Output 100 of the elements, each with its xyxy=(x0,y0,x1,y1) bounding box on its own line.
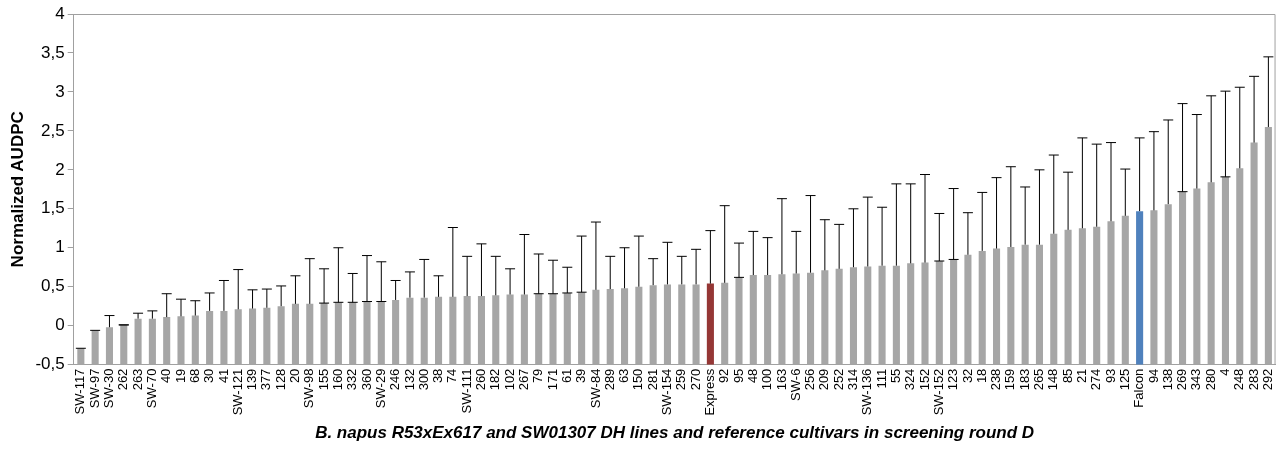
bar xyxy=(477,296,486,365)
bar xyxy=(1093,226,1101,365)
x-tick-label: 269 xyxy=(1174,368,1190,391)
x-tick-label: SW-29 xyxy=(372,368,388,409)
y-tick-label: 1 xyxy=(55,237,65,257)
y-tick-label: 3 xyxy=(55,81,65,101)
x-tick-label: SW-111 xyxy=(458,368,474,414)
x-tick-label: 300 xyxy=(415,368,431,391)
x-tick-label: 92 xyxy=(716,368,732,384)
x-tick-label: 171 xyxy=(544,368,560,391)
bar xyxy=(492,295,500,365)
bar xyxy=(1164,204,1172,365)
x-tick-label: SW-152 xyxy=(930,368,946,416)
y-tick-label: 1,5 xyxy=(41,198,65,218)
x-tick-label: 63 xyxy=(616,368,632,384)
bar xyxy=(77,348,85,365)
bar xyxy=(907,263,915,365)
bar xyxy=(1136,211,1144,365)
x-tick-label: 61 xyxy=(558,368,574,384)
bar xyxy=(306,303,314,365)
bar xyxy=(749,275,757,365)
x-tick-label: 343 xyxy=(1188,368,1204,391)
bar xyxy=(649,285,657,365)
x-tick-label: 30 xyxy=(201,368,217,384)
x-tick-label: 267 xyxy=(515,368,531,391)
x-tick-label: 150 xyxy=(630,368,646,391)
x-tick-label: 314 xyxy=(845,368,861,391)
bar xyxy=(1193,188,1201,365)
x-tick-label: 152 xyxy=(916,368,932,391)
bar xyxy=(206,310,214,365)
bar xyxy=(950,259,958,365)
bar xyxy=(764,275,772,365)
bar xyxy=(1021,244,1029,365)
bar xyxy=(1250,142,1258,365)
bar xyxy=(363,301,371,365)
x-tick-label: 163 xyxy=(773,368,789,391)
x-tick-label: 281 xyxy=(644,368,660,391)
x-tick-label: 259 xyxy=(673,368,689,391)
bar xyxy=(621,288,629,365)
bar xyxy=(1150,210,1158,365)
bar xyxy=(277,306,285,365)
bar xyxy=(778,274,786,365)
y-tick-label: 4 xyxy=(55,3,65,23)
bar xyxy=(392,299,400,365)
bar xyxy=(921,262,929,365)
bar xyxy=(892,265,900,365)
bar xyxy=(1107,221,1115,365)
bar xyxy=(191,315,199,365)
bar xyxy=(864,266,872,365)
x-tick-label: SW-84 xyxy=(587,368,603,409)
bar xyxy=(993,248,1001,365)
x-tick-label: 95 xyxy=(730,368,746,384)
bar xyxy=(249,308,257,365)
x-tick-label: 79 xyxy=(530,368,546,384)
bar xyxy=(134,318,142,365)
bar xyxy=(535,293,543,365)
x-tick-label: 292 xyxy=(1259,368,1275,391)
x-tick-label: 138 xyxy=(1159,368,1175,391)
bar xyxy=(1121,215,1129,365)
bar xyxy=(1050,233,1058,365)
x-tick-label: 55 xyxy=(887,368,903,384)
bar xyxy=(735,277,743,365)
x-tick-label: 32 xyxy=(959,368,975,384)
y-tick-label: 3,5 xyxy=(41,42,65,62)
bar xyxy=(692,284,700,365)
y-tick-label: 0,5 xyxy=(41,276,65,296)
x-tick-label: 209 xyxy=(816,368,832,391)
bar xyxy=(1221,176,1230,365)
x-tick-label: 377 xyxy=(258,368,274,391)
y-tick-label: 2 xyxy=(55,159,65,179)
x-tick-label: 111 xyxy=(873,368,889,389)
bar xyxy=(148,318,156,365)
x-tick-label: SW-136 xyxy=(859,368,875,416)
x-tick-label: SW-6 xyxy=(787,368,803,401)
x-tick-label: Express xyxy=(701,368,717,416)
x-tick-label: 252 xyxy=(830,368,846,391)
bar xyxy=(291,303,299,365)
bar xyxy=(606,289,614,365)
bar xyxy=(549,293,557,365)
x-tick-label: 274 xyxy=(1088,368,1104,391)
x-tick-label: 48 xyxy=(744,368,760,384)
bar xyxy=(263,307,271,365)
x-tick-label: 238 xyxy=(988,368,1004,391)
x-tick-label: 123 xyxy=(945,368,961,391)
x-tick-label: 40 xyxy=(158,368,174,384)
bar xyxy=(406,297,414,365)
x-tick-label: 332 xyxy=(344,368,360,391)
y-tick-label: 0 xyxy=(55,315,65,335)
x-tick-label: 74 xyxy=(444,368,460,384)
x-tick-label: 283 xyxy=(1245,368,1261,391)
x-tick-label: 100 xyxy=(759,368,775,391)
bar xyxy=(349,302,357,365)
bar xyxy=(220,310,228,365)
bar xyxy=(449,296,457,365)
bar xyxy=(1007,246,1015,365)
bar xyxy=(1179,191,1187,365)
x-tick-label: SW-154 xyxy=(659,368,675,416)
bar xyxy=(105,327,113,365)
bar xyxy=(120,324,128,365)
bar xyxy=(706,283,714,365)
